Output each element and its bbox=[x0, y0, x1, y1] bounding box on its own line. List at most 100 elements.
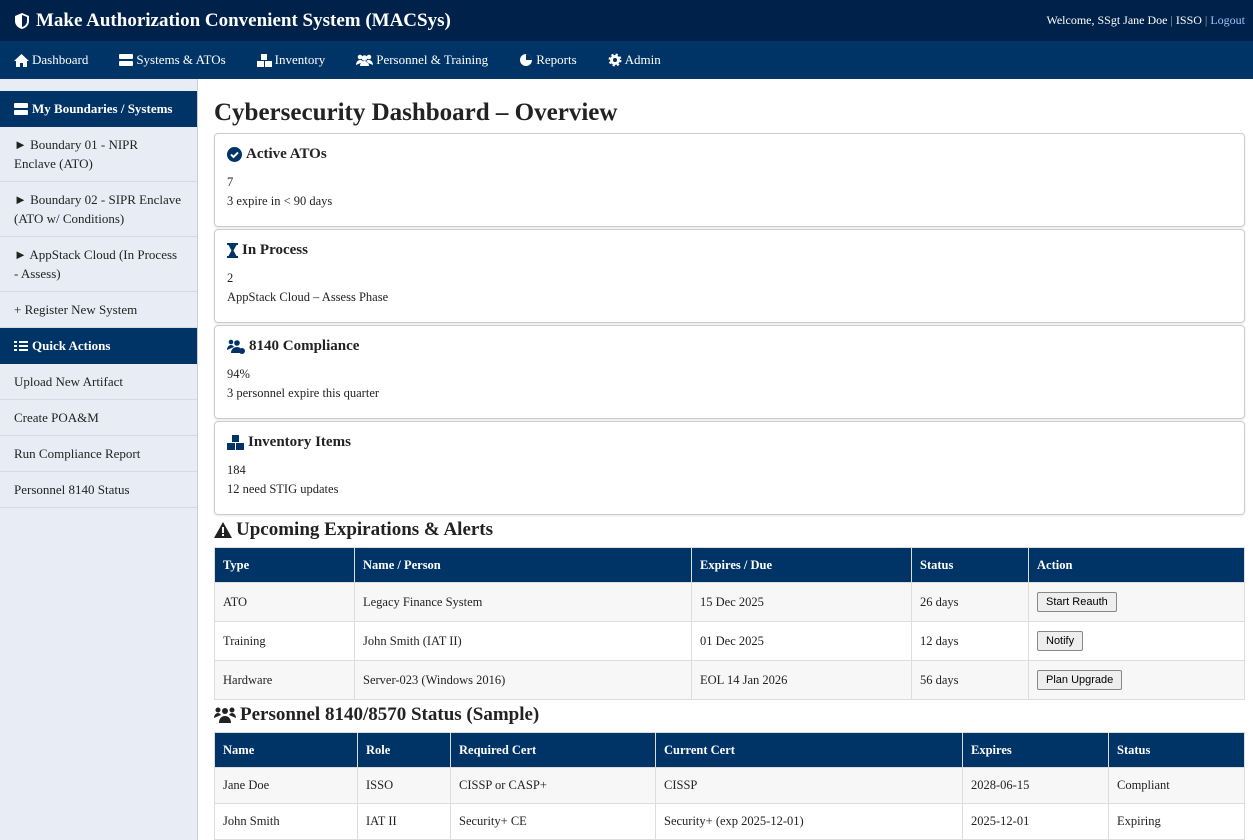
nav-label: Admin bbox=[624, 52, 661, 67]
card-value: 94% bbox=[227, 367, 250, 381]
card-note: 3 personnel expire this quarter bbox=[227, 386, 380, 400]
user-info: Welcome, SSgt Jane Doe | ISSO | Logout bbox=[1046, 13, 1245, 27]
shield-icon bbox=[14, 12, 30, 30]
sidebar-item-boundary-01[interactable]: ► Boundary 01 - NIPR Enclave (ATO) bbox=[0, 127, 197, 182]
column-header: Type bbox=[214, 547, 355, 583]
table-row: Training John Smith (IAT II) 01 Dec 2025 12… bbox=[214, 621, 1245, 661]
section-title: Personnel 8140/8570 Status (Sample) bbox=[240, 704, 540, 725]
nav-label: Reports bbox=[536, 52, 577, 67]
alerts-table: Type Name / Person Expires / Due Status Acti… bbox=[214, 547, 1245, 700]
list-check-icon bbox=[14, 340, 28, 352]
cell-name: Legacy Finance System bbox=[354, 582, 692, 622]
pie-chart-icon bbox=[519, 53, 533, 67]
column-header: Current Cert bbox=[655, 732, 963, 768]
cell-expires: EOL 14 Jan 2026 bbox=[691, 660, 912, 700]
check-circle-icon bbox=[227, 147, 242, 162]
boxes-icon bbox=[227, 435, 244, 450]
app-title-text: Make Authorization Convenient System (MA… bbox=[36, 9, 451, 31]
cell-current-cert: CISSP bbox=[655, 767, 963, 804]
cell-status: Expiring bbox=[1108, 803, 1245, 840]
card-title: In Process bbox=[242, 242, 308, 258]
cell-status: 26 days bbox=[911, 582, 1029, 622]
cell-expires: 15 Dec 2025 bbox=[691, 582, 912, 622]
nav-label: Personnel & Training bbox=[376, 52, 489, 67]
quick-actions-header: Quick Actions bbox=[0, 328, 197, 364]
cell-name: Server-023 (Windows 2016) bbox=[354, 660, 692, 700]
boundaries-header: My Boundaries / Systems bbox=[0, 91, 197, 127]
users-icon bbox=[356, 54, 374, 66]
section-title: My Boundaries / Systems bbox=[32, 101, 173, 116]
personnel-table: Name Role Required Cert Current Cert Expires… bbox=[214, 732, 1245, 840]
cell-status: 12 days bbox=[911, 621, 1029, 661]
cell-name: Jane Doe bbox=[214, 767, 358, 804]
cell-status: 56 days bbox=[911, 660, 1029, 700]
cell-type: ATO bbox=[214, 582, 355, 622]
nav-inventory[interactable]: Inventory bbox=[256, 52, 325, 68]
sidebar-item-boundary-02[interactable]: ► Boundary 02 - SIPR Enclave (ATO w/ Con… bbox=[0, 182, 197, 237]
gear-icon bbox=[608, 53, 622, 67]
cell-role: ISSO bbox=[357, 767, 451, 804]
nav-admin[interactable]: Admin bbox=[608, 52, 661, 68]
cell-role: IAT II bbox=[357, 803, 451, 840]
card-title: Inventory Items bbox=[248, 434, 351, 450]
nav-dashboard[interactable]: Dashboard bbox=[14, 52, 88, 68]
nav-label: Systems & ATOs bbox=[136, 52, 226, 67]
cell-status: Compliant bbox=[1108, 767, 1245, 804]
page-title: Cybersecurity Dashboard – Overview bbox=[214, 99, 618, 126]
cell-required-cert: Security+ CE bbox=[450, 803, 656, 840]
cell-name: John Smith (IAT II) bbox=[354, 621, 692, 661]
cell-expires: 2028-06-15 bbox=[962, 767, 1109, 804]
app-title: Make Authorization Convenient System (MA… bbox=[14, 10, 451, 32]
cell-expires: 2025-12-01 bbox=[962, 803, 1109, 840]
card-in-process: In Process 2 AppStack Cloud – Assess Pha… bbox=[214, 229, 1245, 323]
card-note: 12 need STIG updates bbox=[227, 482, 339, 496]
top-bar: Make Authorization Convenient System (MA… bbox=[0, 0, 1253, 41]
personnel-8140-status-link[interactable]: Personnel 8140 Status bbox=[0, 472, 197, 508]
nav-label: Dashboard bbox=[32, 52, 89, 67]
column-header: Expires bbox=[962, 732, 1109, 768]
sidebar-item-appstack-cloud[interactable]: ► AppStack Cloud (In Process - Assess) bbox=[0, 237, 197, 292]
home-icon bbox=[14, 53, 29, 67]
table-row: Jane Doe ISSO CISSP or CASP+ CISSP 2028-06-1… bbox=[214, 767, 1245, 804]
user-role: ISSO bbox=[1175, 13, 1202, 27]
boxes-icon bbox=[256, 53, 272, 67]
create-poam-link[interactable]: Create POA&M bbox=[0, 400, 197, 436]
cell-expires: 01 Dec 2025 bbox=[691, 621, 912, 661]
warning-icon bbox=[214, 522, 232, 538]
run-compliance-report-link[interactable]: Run Compliance Report bbox=[0, 436, 197, 472]
main-content: Cybersecurity Dashboard – Overview Activ… bbox=[198, 79, 1253, 840]
cell-current-cert: Security+ (exp 2025-12-01) bbox=[655, 803, 963, 840]
nav-personnel[interactable]: Personnel & Training bbox=[356, 52, 488, 68]
server-icon bbox=[119, 54, 134, 66]
card-note: 3 expire in < 90 days bbox=[227, 194, 333, 208]
card-title: Active ATOs bbox=[246, 146, 327, 162]
nav-reports[interactable]: Reports bbox=[519, 52, 577, 68]
main-nav: Dashboard Systems & ATOs Inventory Perso… bbox=[0, 41, 1253, 79]
plan-upgrade-button[interactable]: Plan Upgrade bbox=[1037, 670, 1123, 690]
column-header: Role bbox=[357, 732, 451, 768]
card-value: 184 bbox=[227, 463, 246, 477]
server-icon bbox=[14, 103, 28, 115]
card-note: AppStack Cloud – Assess Phase bbox=[227, 290, 389, 304]
upload-artifact-link[interactable]: Upload New Artifact bbox=[0, 364, 197, 400]
column-header: Name bbox=[214, 732, 358, 768]
card-title: 8140 Compliance bbox=[249, 338, 360, 354]
column-header: Required Cert bbox=[450, 732, 656, 768]
column-header: Action bbox=[1028, 547, 1245, 583]
column-header: Status bbox=[911, 547, 1029, 583]
card-value: 7 bbox=[227, 175, 234, 189]
logout-link[interactable]: Logout bbox=[1210, 13, 1245, 27]
register-new-system-link[interactable]: + Register New System bbox=[0, 292, 197, 328]
notify-button[interactable]: Notify bbox=[1037, 631, 1084, 651]
sidebar: My Boundaries / Systems ► Boundary 01 - … bbox=[0, 79, 198, 840]
personnel-heading: Personnel 8140/8570 Status (Sample) bbox=[214, 704, 1245, 726]
section-title: Quick Actions bbox=[32, 338, 111, 353]
cell-required-cert: CISSP or CASP+ bbox=[450, 767, 656, 804]
column-header: Expires / Due bbox=[691, 547, 912, 583]
column-header: Status bbox=[1108, 732, 1245, 768]
column-header: Name / Person bbox=[354, 547, 692, 583]
card-value: 2 bbox=[227, 271, 234, 285]
nav-systems[interactable]: Systems & ATOs bbox=[119, 52, 226, 68]
start-reauth-button[interactable]: Start Reauth bbox=[1037, 592, 1117, 612]
cell-name: John Smith bbox=[214, 803, 358, 840]
